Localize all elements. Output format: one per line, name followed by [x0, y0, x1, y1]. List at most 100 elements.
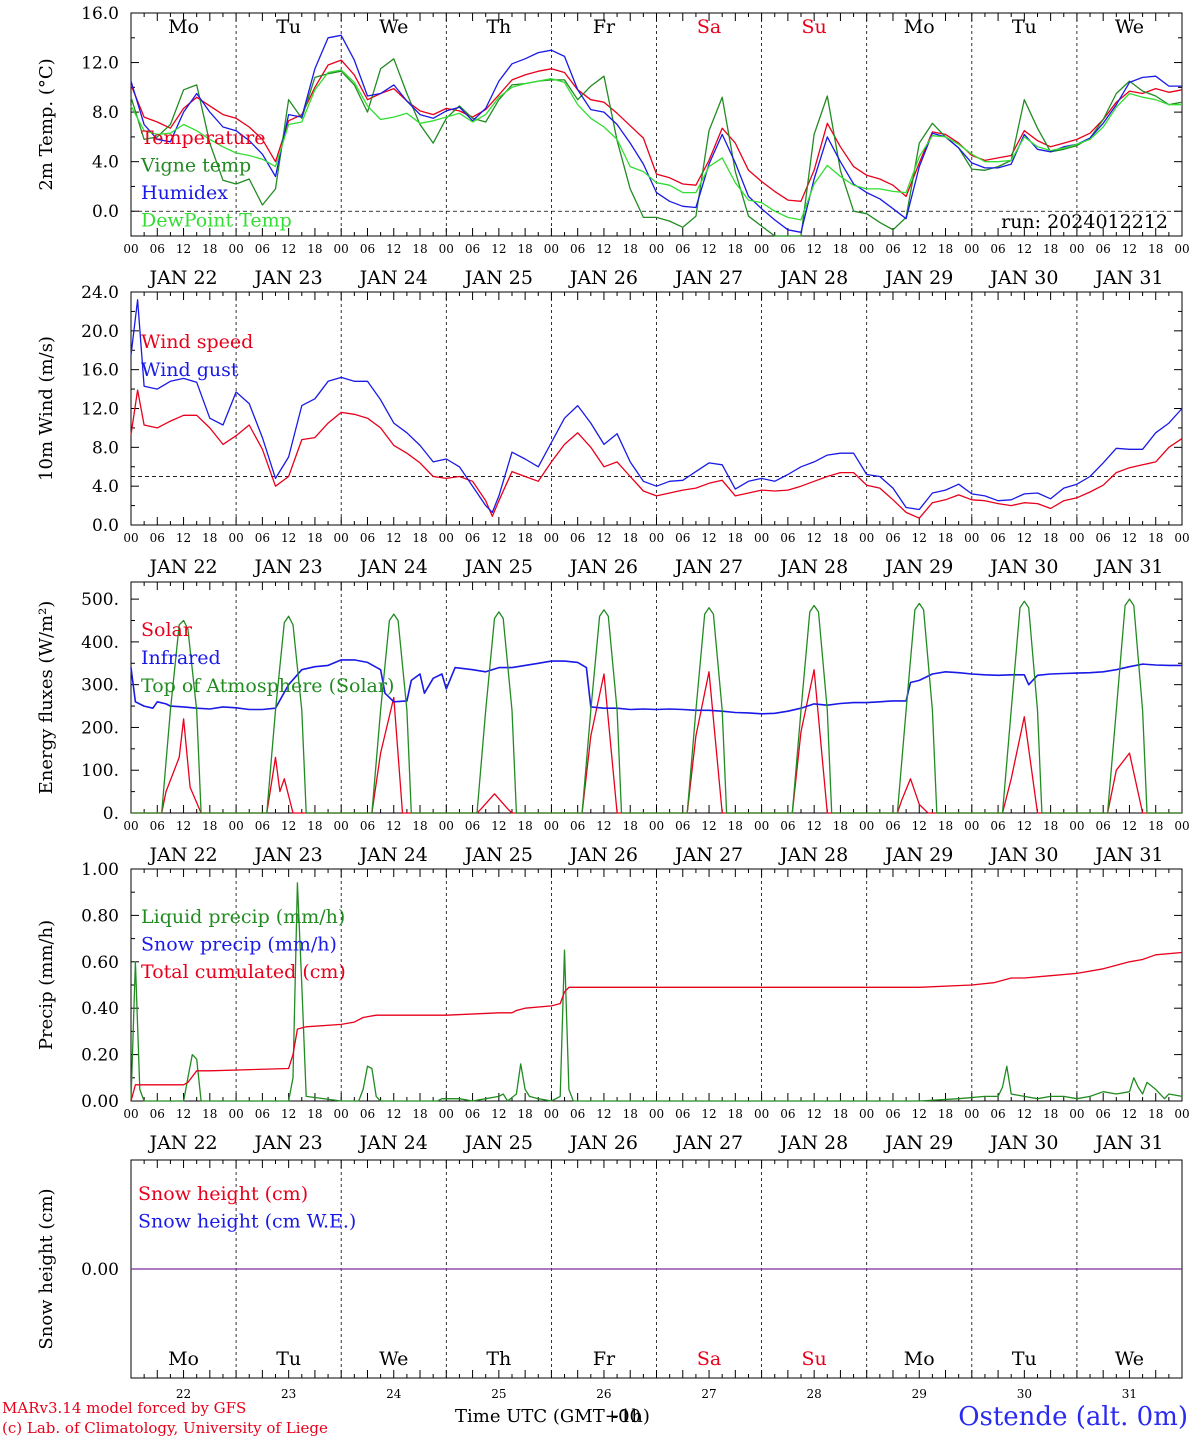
hour-tick-label: 18	[1148, 531, 1163, 545]
legend-entry: Top of Atmosphere (Solar)	[141, 675, 394, 697]
date-label: JAN 27	[673, 267, 743, 289]
y-tick-label: 300.	[81, 676, 119, 696]
weekday-label: Mo	[904, 16, 935, 38]
hour-tick-label: 18	[517, 242, 532, 256]
date-label: JAN 26	[568, 556, 638, 578]
hour-tick-label: 06	[570, 1107, 585, 1121]
date-label: JAN 25	[463, 1132, 533, 1154]
hour-tick-label: 00	[859, 531, 874, 545]
hour-tick-label: 06	[465, 242, 480, 256]
hour-tick-label: 18	[1043, 242, 1058, 256]
date-label: 27	[701, 1387, 716, 1401]
date-label: JAN 28	[778, 556, 848, 578]
y-tick-label: 0.0	[92, 202, 119, 222]
hour-tick-label: 06	[255, 819, 270, 833]
hour-tick-label: 00	[334, 531, 349, 545]
hour-tick-label: 00	[754, 531, 769, 545]
hour-tick-label: 00	[1069, 819, 1084, 833]
hour-tick-label: 18	[1148, 1107, 1163, 1121]
date-label: 28	[807, 1387, 822, 1401]
hour-tick-label: 00	[334, 1107, 349, 1121]
legend-entry: Wind speed	[141, 331, 253, 353]
series-line	[130, 299, 1183, 514]
hour-tick-label: 12	[176, 531, 191, 545]
weekday-label: Tu	[1012, 1348, 1037, 1370]
hour-tick-label: 06	[990, 1107, 1005, 1121]
hour-tick-label: 12	[807, 819, 822, 833]
hour-tick-label: 06	[780, 531, 795, 545]
hour-tick-label: 06	[885, 1107, 900, 1121]
hour-tick-label: 00	[123, 1107, 138, 1121]
hour-tick-label: 00	[859, 819, 874, 833]
date-label: JAN 31	[1093, 556, 1163, 578]
weekday-label: Mo	[168, 16, 199, 38]
weekday-label: Mo	[168, 1348, 199, 1370]
hour-tick-label: 06	[1096, 242, 1111, 256]
panel-5: 22 23 24 25 26 27 28 29 30 31 Mo Tu We Th Fr Sa Su Mo Tu We…	[36, 1159, 1183, 1401]
hour-tick-label: 06	[150, 531, 165, 545]
hour-tick-label: 12	[1122, 819, 1137, 833]
date-label: 22	[176, 1387, 191, 1401]
date-label: JAN 23	[253, 1132, 323, 1154]
weekday-label: Tu	[1012, 16, 1037, 38]
date-label: 29	[912, 1387, 927, 1401]
hour-tick-label: 00	[544, 242, 559, 256]
x-axis-title: Time UTC (GMT+1h)	[455, 1406, 650, 1427]
hour-tick-label: 12	[386, 242, 401, 256]
series-line	[130, 69, 1182, 221]
hour-tick-label: 18	[202, 242, 217, 256]
hour-tick-label: 12	[807, 1107, 822, 1121]
date-label: JAN 26	[568, 844, 638, 866]
date-label: 23	[281, 1387, 296, 1401]
weekday-label: Sa	[697, 1348, 721, 1370]
date-label: JAN 31	[1093, 1132, 1163, 1154]
hour-tick-label: 06	[990, 531, 1005, 545]
hour-tick-label: 00	[1174, 819, 1189, 833]
hour-tick-label: 18	[1043, 531, 1058, 545]
hour-tick-label: 18	[412, 1107, 427, 1121]
hour-tick-label: 12	[1017, 531, 1032, 545]
hour-tick-label: 06	[255, 531, 270, 545]
hour-tick-label: 12	[1122, 1107, 1137, 1121]
hour-tick-label: 18	[623, 531, 638, 545]
y-tick-label: 0.40	[81, 999, 119, 1019]
hour-tick-label: 18	[1148, 819, 1163, 833]
hour-tick-label: 00	[964, 1107, 979, 1121]
panel-2: 00 06 12 18 00 06 12 18 00 06 12 18 00 06 12 18 00 06 12 18…	[36, 283, 1190, 578]
hour-tick-label: 18	[202, 1107, 217, 1121]
y-tick-label: 500.	[81, 590, 119, 610]
date-label: JAN 29	[883, 1132, 953, 1154]
weekday-label: Mo	[904, 1348, 935, 1370]
hour-tick-label: 00	[228, 242, 243, 256]
hour-tick-label: 12	[912, 531, 927, 545]
hour-tick-label: 18	[307, 819, 322, 833]
hour-tick-label: 06	[885, 531, 900, 545]
hour-tick-label: 18	[938, 819, 953, 833]
weekday-label: We	[1115, 1348, 1144, 1370]
hour-tick-label: 00	[544, 1107, 559, 1121]
y-axis-title: 10m Wind (m/s)	[36, 336, 57, 481]
date-label: JAN 24	[358, 1132, 428, 1154]
legend-entry: Vigne temp	[140, 155, 251, 177]
series-line	[131, 669, 1182, 814]
date-label: JAN 22	[147, 556, 217, 578]
date-label: JAN 23	[253, 267, 323, 289]
date-label: JAN 24	[358, 844, 428, 866]
legend-entry: DewPoint Temp	[141, 210, 292, 232]
run-label: run: 2024012212	[1001, 211, 1168, 233]
hour-tick-label: 06	[255, 1107, 270, 1121]
hour-tick-label: 12	[1017, 1107, 1032, 1121]
date-label: JAN 30	[988, 844, 1058, 866]
y-tick-label: 400.	[81, 633, 119, 653]
y-tick-label: 12.0	[81, 400, 119, 420]
hour-tick-label: 06	[465, 531, 480, 545]
date-label: JAN 30	[988, 267, 1058, 289]
hour-tick-label: 00	[1174, 531, 1189, 545]
hour-tick-label: 00	[123, 242, 138, 256]
date-label: JAN 31	[1093, 267, 1163, 289]
date-label: JAN 29	[883, 267, 953, 289]
y-tick-label: 0.20	[81, 1046, 119, 1066]
hour-tick-label: 06	[675, 242, 690, 256]
hour-tick-label: 18	[938, 1107, 953, 1121]
hour-tick-label: 12	[491, 819, 506, 833]
